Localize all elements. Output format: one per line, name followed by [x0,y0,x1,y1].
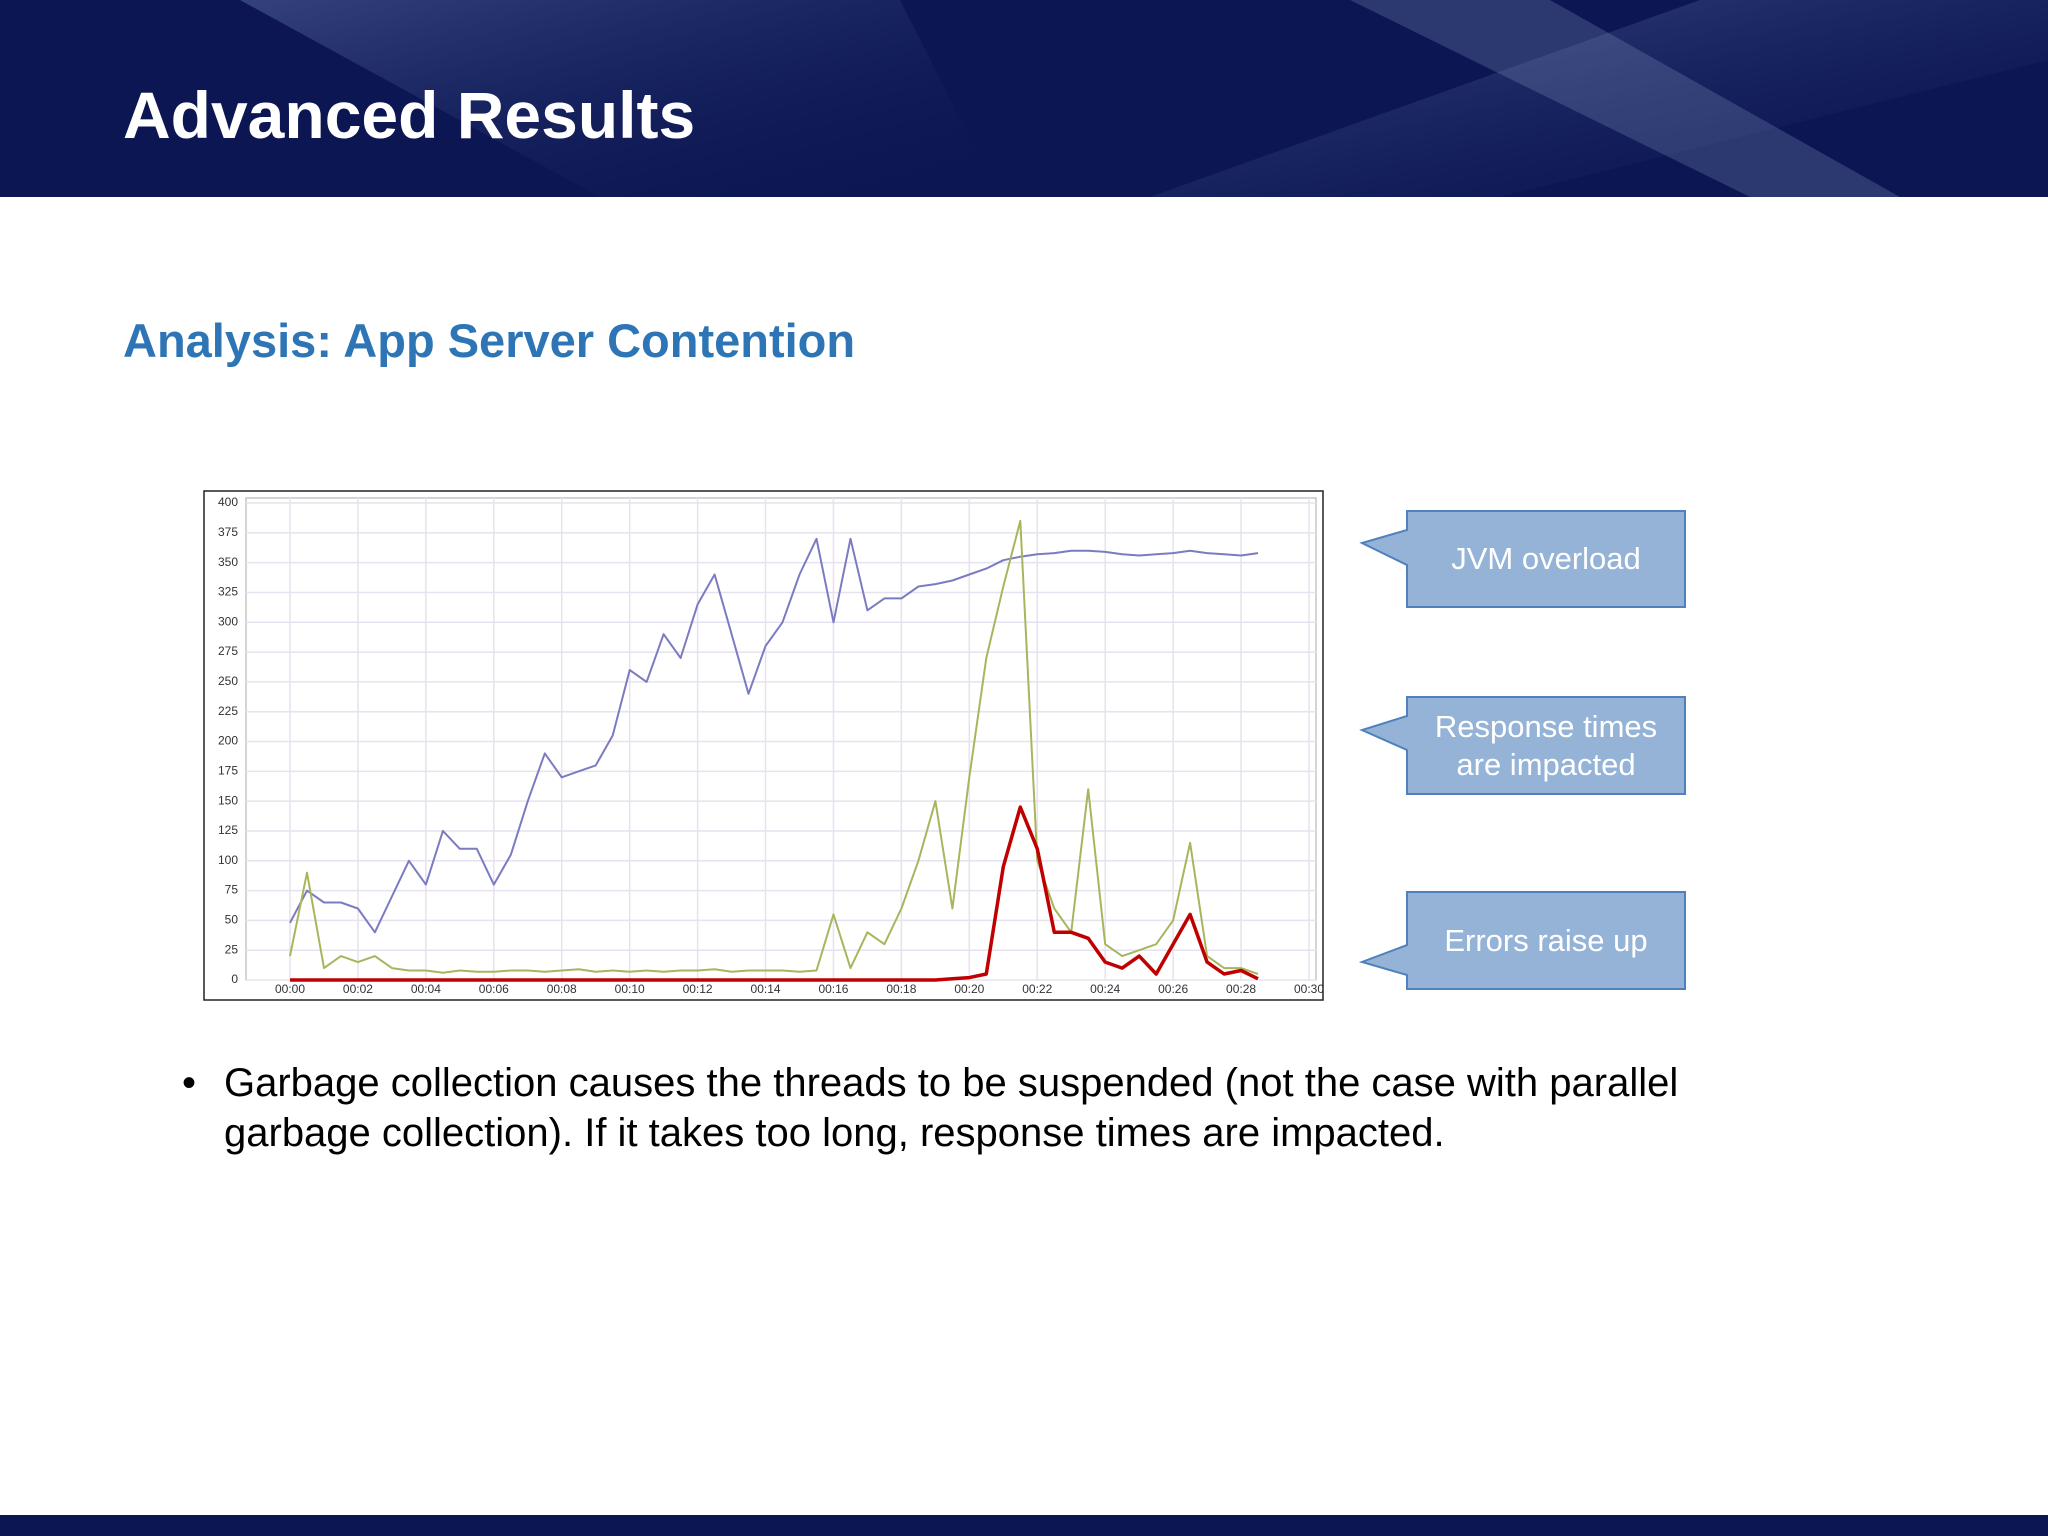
plot-area [245,497,1317,981]
x-tick-label: 00:16 [818,982,848,996]
y-tick-label: 350 [218,555,238,569]
slide-subtitle: Analysis: App Server Contention [123,314,855,367]
x-tick-label: 00:22 [1022,982,1052,996]
slide-title: Advanced Results [123,78,695,152]
y-tick-label: 250 [218,674,238,688]
callout-shapes [1358,510,1686,990]
y-tick-label: 75 [225,883,239,897]
footer-band [0,1515,2048,1536]
x-tick-label: 00:26 [1158,982,1188,996]
y-tick-label: 325 [218,585,238,599]
y-tick-label: 100 [218,853,238,867]
y-tick-label: 125 [218,823,238,837]
header-shape [1150,0,2048,197]
y-tick-label: 200 [218,734,238,748]
x-tick-label: 00:14 [751,982,781,996]
y-tick-label: 225 [218,704,238,718]
x-tick-label: 00:24 [1090,982,1120,996]
header-shape [1350,0,1900,197]
callout-text: Errors raise up [1444,922,1648,958]
y-tick-label: 50 [225,913,239,927]
bullet-marker: • [182,1061,197,1105]
series-line [289,519,1259,975]
x-tick-label: 00:08 [547,982,577,996]
bullet-item: • Garbage collection causes the threads t… [182,1058,1782,1158]
callout-box [1359,510,1686,608]
x-tick-label: 00:02 [343,982,373,996]
series-line [290,805,1259,982]
y-tick-label: 375 [218,525,238,539]
callout-text: JVM overload [1451,541,1641,576]
x-tick-label: 00:00 [275,982,305,996]
x-tick-label: 00:10 [615,982,645,996]
y-tick-label: 300 [218,614,238,628]
y-tick-label: 150 [218,793,238,807]
x-tick-label: 00:28 [1226,982,1256,996]
y-tick-label: 25 [225,942,239,956]
y-tick-label: 400 [218,495,238,509]
y-tick-label: 275 [218,644,238,658]
bullet-text: Garbage collection causes the threads to… [224,1061,1679,1155]
y-tick-label: 0 [231,972,238,986]
callout-text: Response times are impacted [1434,708,1658,782]
y-tick-label: 175 [218,763,238,777]
x-tick-label: 00:12 [683,982,713,996]
x-tick-label: 00:20 [954,982,984,996]
x-tick-label: 00:06 [479,982,509,996]
chart: 0 25 50 75 100 125 150 175 200 225 250 275 300 325 350… [218,495,1324,996]
x-tick-label: 00:18 [886,982,916,996]
series-line [289,537,1259,934]
x-tick-label: 00:04 [411,982,441,996]
header-shape [240,0,1000,197]
callout-box [1359,696,1686,795]
callout-box [1358,891,1686,990]
x-tick-label: 00:30 [1294,982,1324,996]
